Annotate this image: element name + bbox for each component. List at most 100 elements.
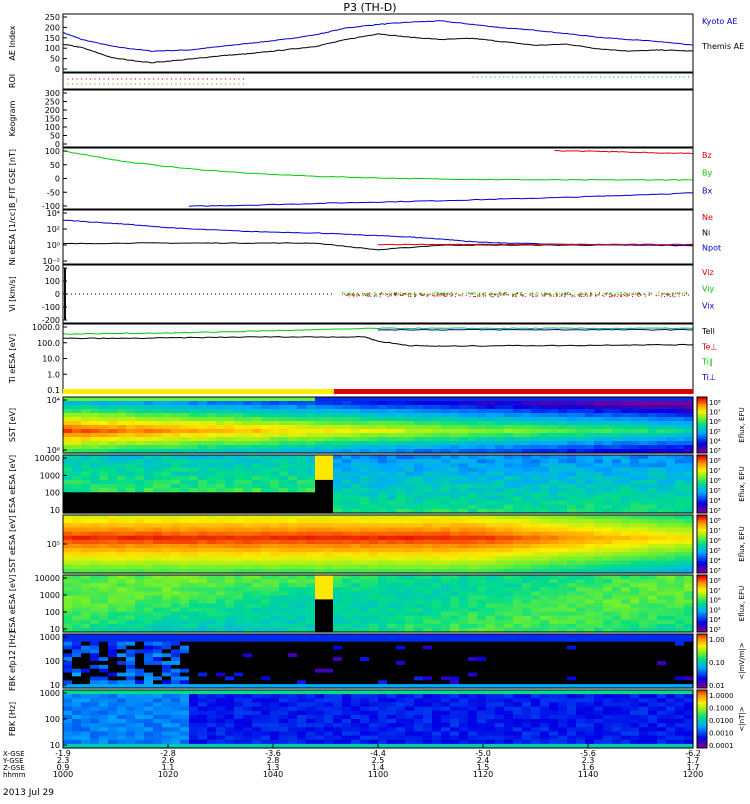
viy-point: [567, 292, 568, 293]
sst_e-cell: [270, 536, 280, 541]
sst_e-cell: [396, 556, 406, 561]
sst_e-cell: [657, 532, 667, 537]
esa_e-cell: [414, 595, 424, 600]
esa_ion-cell: [90, 463, 100, 468]
viz-point: [520, 295, 521, 296]
esa_e-cell: [216, 587, 226, 592]
esa_ion-cell: [108, 472, 118, 477]
sst_e-cell: [603, 565, 613, 570]
esa_e-cell: [576, 616, 586, 621]
sst_ion-cell: [387, 433, 397, 438]
sst_ion-cell: [288, 441, 298, 446]
sst_e-cell: [639, 561, 649, 566]
esa_e-cell: [549, 599, 559, 604]
sst_ion-cell: [450, 433, 460, 438]
sst_e-cell: [414, 532, 424, 537]
esa_e-cell: [585, 587, 595, 592]
sst_ion-cell: [162, 417, 172, 422]
sst_e-cell: [351, 556, 361, 561]
sst_e-cell: [360, 556, 370, 561]
sst_ion-cell: [333, 421, 343, 426]
esa_e-cell: [342, 591, 352, 596]
sst_ion-cell: [243, 425, 253, 430]
esa_e-cell: [126, 620, 136, 625]
sst_e-cell: [657, 548, 667, 553]
sst_e-cell: [252, 544, 262, 549]
esa_e-cell: [657, 624, 667, 629]
sst_ion-cell: [369, 441, 379, 446]
esa_ion-cell: [477, 501, 487, 506]
sst_e-cell: [207, 532, 217, 537]
sst_ion-cell: [378, 441, 388, 446]
esa_e-cell: [234, 591, 244, 596]
sst_e-cell: [549, 540, 559, 545]
sst_e-cell: [216, 565, 226, 570]
roi-dot: [238, 83, 239, 84]
esa_e-cell: [243, 624, 253, 629]
viz-point: [427, 296, 428, 297]
viz-point: [672, 294, 673, 295]
sst_e-cell: [72, 515, 82, 520]
esa_ion-cell: [153, 492, 163, 497]
esa_e-cell: [648, 591, 658, 596]
esa_e-cell: [324, 587, 334, 592]
sst_ion-cell: [126, 417, 136, 422]
esa_ion-cell: [648, 505, 658, 510]
esa_ion-cell: [486, 492, 496, 497]
sst_e-cell: [117, 540, 127, 545]
sst_ion-cell: [567, 433, 577, 438]
viy-point: [682, 295, 683, 296]
viz-point: [462, 294, 463, 295]
esa_ion-cell: [117, 505, 127, 510]
sst_ion-cell: [549, 445, 559, 450]
esa_e-cell: [216, 595, 226, 600]
sst_ion-cell: [261, 445, 271, 450]
esa_ion-cell: [126, 467, 136, 472]
esa_e-cell: [198, 620, 208, 625]
esa_ion-cell: [288, 496, 298, 501]
esa_e-cell: [90, 604, 100, 609]
sst_e-cell: [261, 515, 271, 520]
esa_ion-cell: [153, 472, 163, 477]
sst_ion-cell: [675, 405, 685, 410]
sst_ion-cell: [657, 445, 667, 450]
esa_e-cell: [540, 599, 550, 604]
esa_ion-cell: [378, 476, 388, 481]
esa_e-cell: [459, 616, 469, 621]
sst_e-cell: [279, 556, 289, 561]
esa_ion-cell: [81, 480, 91, 485]
esa_e-cell: [576, 599, 586, 604]
esa_e-cell: [360, 587, 370, 592]
sst_e-cell: [243, 548, 253, 553]
esa_ion-cell: [414, 480, 424, 485]
roi-dot: [94, 78, 95, 79]
sst_ion-cell: [540, 417, 550, 422]
sst_e-cell: [162, 519, 172, 524]
sst_e-cell: [576, 548, 586, 553]
roi-dot: [512, 76, 513, 77]
sst_e-cell: [135, 548, 145, 553]
esa_ion-cell: [486, 463, 496, 468]
plot-title: P3 (TH-D): [343, 1, 396, 14]
sst_ion-cell: [99, 445, 109, 450]
esa_ion-cell: [576, 492, 586, 497]
esa_e-cell: [72, 579, 82, 584]
sst_ion-cell: [243, 413, 253, 418]
esa_e-cell: [81, 599, 91, 604]
sst_ion-cell: [270, 401, 280, 406]
sst_ion-cell: [315, 429, 325, 434]
ae-ytick-label: 200: [45, 23, 60, 32]
viz-point: [443, 295, 444, 296]
sst_e-cell: [531, 540, 541, 545]
panel-roi: ROI: [8, 73, 693, 89]
esa_ion-cell: [558, 455, 568, 460]
esa_e-cell: [540, 579, 550, 584]
velocity-edge-mark: [64, 285, 66, 286]
sst_e-cell: [594, 544, 604, 549]
esa_e-cell: [459, 612, 469, 617]
esa_ion-cell: [162, 455, 172, 460]
sst_e-cell: [162, 515, 172, 520]
sst_e-cell: [414, 565, 424, 570]
esa_ion-cell: [243, 496, 253, 501]
roi-dot: [211, 83, 212, 84]
